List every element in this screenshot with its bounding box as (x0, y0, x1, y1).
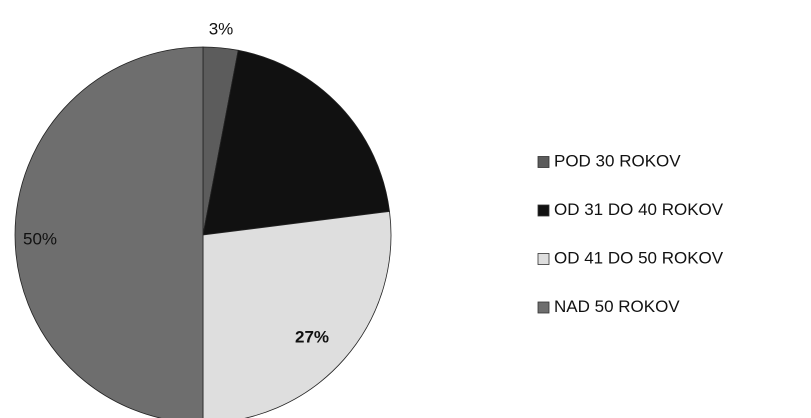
legend-label: POD 30 ROKOV (554, 151, 681, 170)
pie-slice (202, 49, 390, 236)
legend-swatch (537, 301, 550, 314)
data-label: 3% (209, 19, 234, 38)
legend-swatch (537, 156, 550, 168)
legend-swatch (537, 253, 550, 265)
data-label: 50% (23, 229, 57, 248)
pie-slice (14, 46, 204, 418)
pie-slice (202, 210, 392, 418)
legend-label: OD 31 DO 40 ROKOV (554, 200, 724, 219)
data-label: 27% (295, 327, 329, 346)
legend-swatch (537, 204, 550, 217)
legend-label: NAD 50 ROKOV (554, 297, 680, 316)
legend-label: OD 41 DO 50 ROKOV (554, 248, 724, 267)
